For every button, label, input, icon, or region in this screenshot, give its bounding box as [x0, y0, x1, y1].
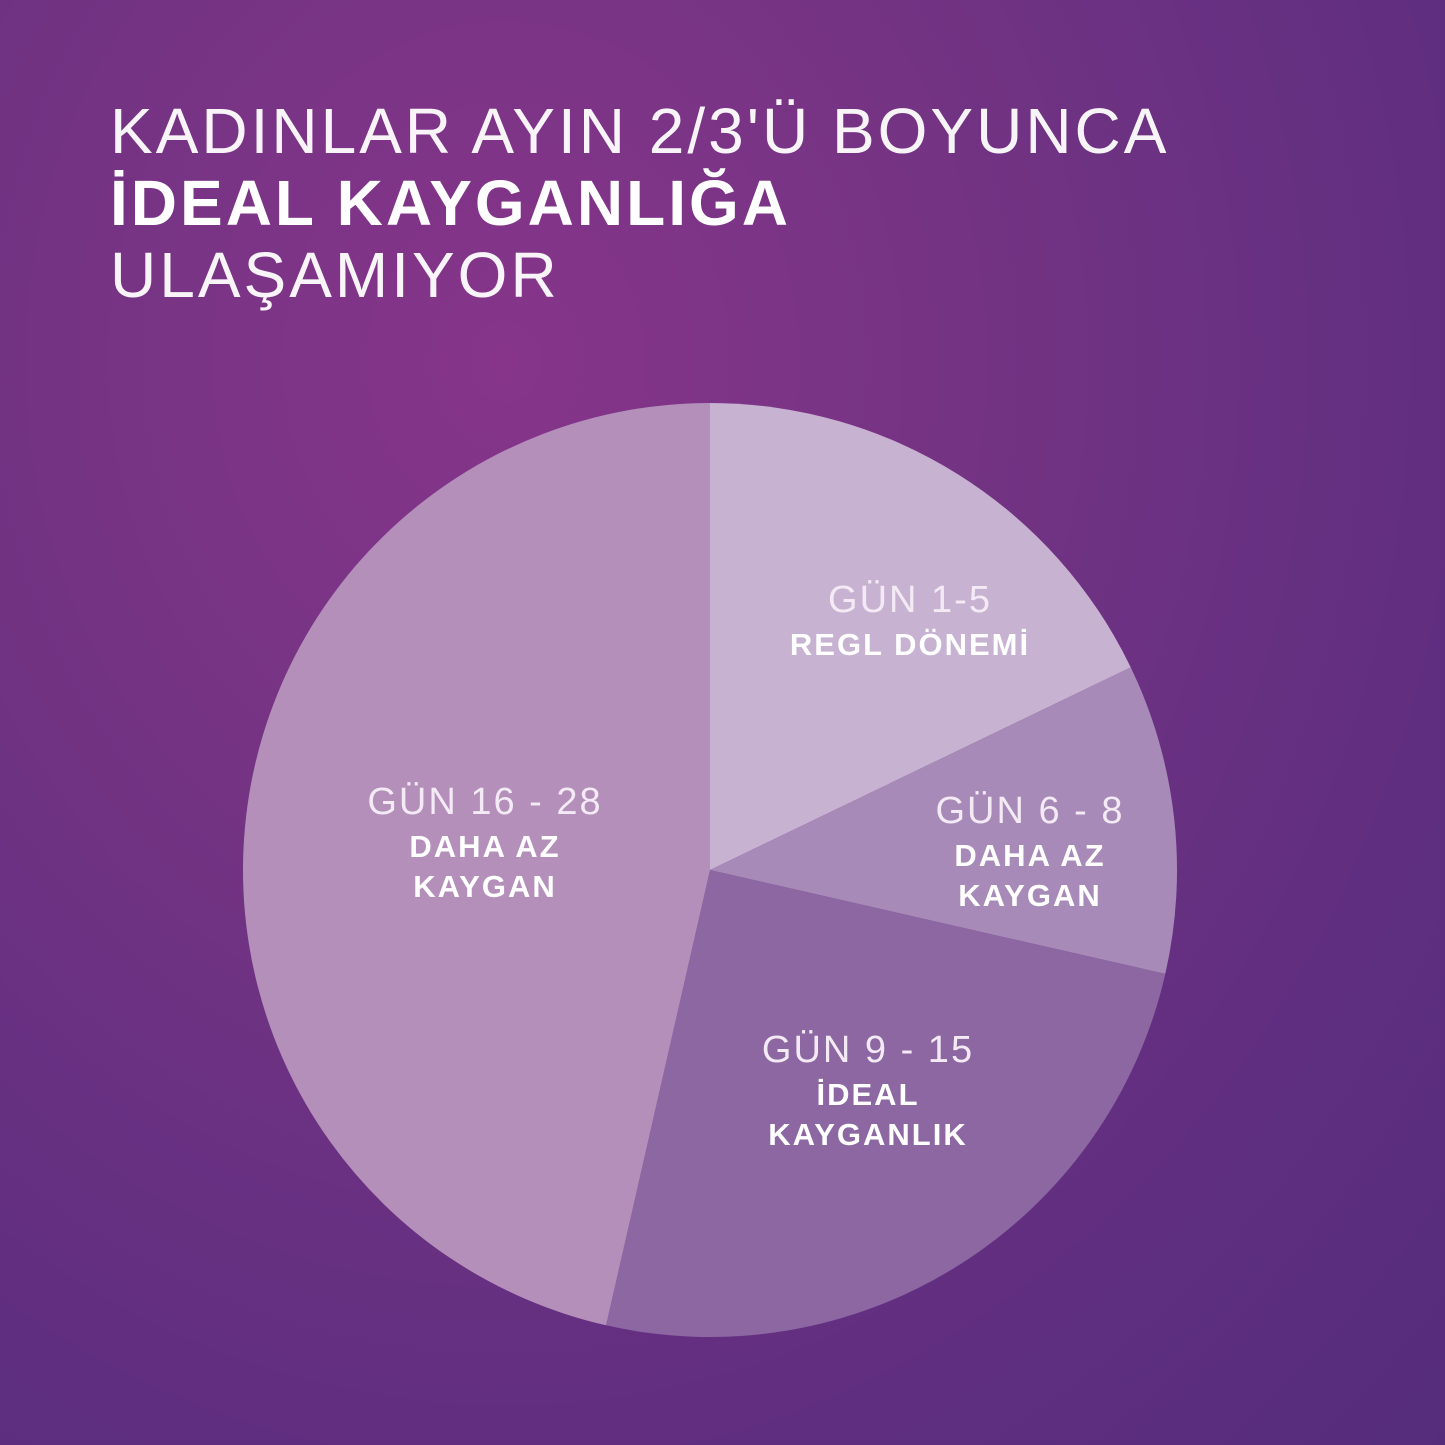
slice-description-label: REGL DÖNEMİ	[790, 627, 1030, 662]
pie-slice	[710, 403, 1131, 870]
headline: KADINLAR AYIN 2/3'Ü BOYUNCA İDEAL KAYGAN…	[110, 95, 1169, 311]
slice-description-label: KAYGAN	[958, 878, 1102, 913]
slice-day-label: GÜN 6 - 8	[935, 790, 1124, 832]
pie-slice	[242, 403, 711, 1326]
slice-day-label: GÜN 16 - 28	[367, 781, 602, 823]
headline-line-1: KADINLAR AYIN 2/3'Ü BOYUNCA	[110, 95, 1170, 167]
slice-day-label: GÜN 9 - 15	[762, 1029, 974, 1071]
slice-description-label: DAHA AZ	[409, 829, 560, 864]
pie-slice	[606, 870, 1166, 1338]
pie-slice	[710, 667, 1178, 974]
slice-description-label: DAHA AZ	[954, 838, 1105, 873]
slice-description-label: İDEAL	[817, 1077, 920, 1112]
headline-line-3: ULAŞAMIYOR	[110, 239, 560, 311]
slice-day-label: GÜN 1-5	[828, 579, 992, 621]
headline-line-2: İDEAL KAYGANLIĞA	[110, 167, 791, 239]
slice-description-label: KAYGANLIK	[768, 1117, 967, 1152]
slice-description-label: KAYGAN	[413, 869, 557, 904]
